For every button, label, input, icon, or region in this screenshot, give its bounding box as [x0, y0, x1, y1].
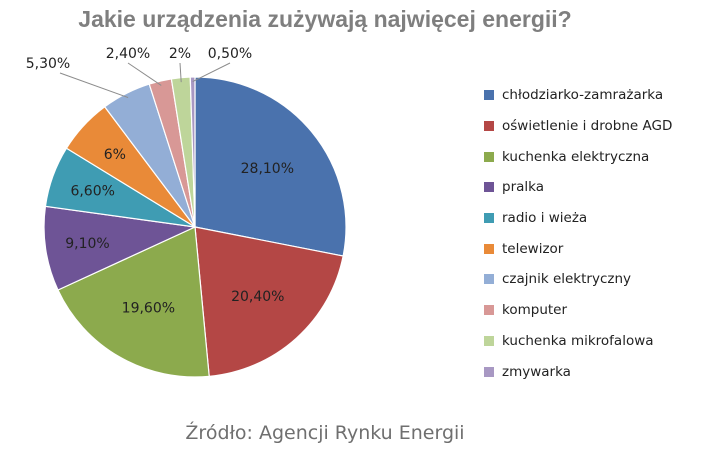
leader-line-9	[179, 62, 182, 83]
legend-label: kuchenka elektryczna	[502, 148, 650, 165]
data-label-9: 2%	[169, 46, 191, 62]
legend-item-5: radio i wieża	[484, 203, 672, 234]
data-label-5: 6,60%	[70, 183, 114, 199]
legend-label: komputer	[502, 302, 568, 319]
pie-slice-3	[57, 226, 210, 378]
legend-swatch	[484, 243, 494, 254]
legend-swatch	[484, 151, 494, 162]
pie-slice-4	[43, 205, 198, 291]
legend-item-9: kuchenka mikrofalowa	[484, 326, 672, 357]
legend-swatch	[484, 213, 494, 224]
data-label-3: 19,60%	[122, 301, 175, 317]
legend-label: czajnik elektryczny	[502, 271, 632, 288]
legend-label: telewizor	[502, 240, 564, 257]
pie-slice-10	[189, 76, 196, 228]
legend-item-3: kuchenka elektryczna	[484, 141, 672, 172]
leader-line-8	[127, 62, 162, 86]
data-label-10: 0,50%	[208, 46, 252, 62]
leader-lines	[59, 62, 231, 99]
data-label-4: 9,10%	[65, 236, 109, 252]
legend-swatch	[484, 121, 494, 132]
chart-title: Jakie urządzenia zużywają najwięcej ener…	[78, 6, 572, 32]
legend-swatch	[484, 335, 494, 346]
legend-swatch	[484, 274, 494, 285]
legend-item-2: oświetlenie i drobne AGD	[484, 111, 672, 142]
pie-slices	[43, 76, 347, 378]
legend-item-6: telewizor	[484, 233, 672, 264]
data-label-7: 5,30%	[26, 56, 70, 72]
leader-line-10	[192, 62, 231, 82]
data-label-6: 6%	[104, 147, 126, 163]
legend-label: zmywarka	[502, 363, 571, 380]
legend-item-10: zmywarka	[484, 356, 672, 387]
legend-swatch	[484, 90, 494, 101]
legend-label: radio i wieża	[502, 210, 588, 227]
pie-slice-1	[194, 76, 347, 257]
legend: chłodziarko-zamrażarka oświetlenie i drob…	[484, 80, 672, 387]
legend-label: chłodziarko-zamrażarka	[502, 87, 664, 104]
legend-item-1: chłodziarko-zamrażarka	[484, 80, 672, 111]
legend-item-8: komputer	[484, 295, 672, 326]
legend-swatch	[484, 182, 494, 193]
data-label-1: 28,10%	[241, 161, 294, 177]
data-label-8: 2,40%	[106, 46, 150, 62]
pie-slice-2	[194, 226, 344, 377]
data-labels: 28,10% 20,40% 19,60% 9,10% 6,60% 6% 5,30% 2,40%…	[26, 46, 294, 317]
legend-label: pralka	[502, 179, 544, 196]
leader-line-7	[59, 72, 129, 99]
legend-label: kuchenka mikrofalowa	[502, 332, 654, 349]
data-label-2: 20,40%	[231, 289, 284, 305]
source-note: Źródło: Agencji Rynku Energii	[185, 422, 465, 444]
legend-item-7: czajnik elektryczny	[484, 264, 672, 295]
legend-swatch	[484, 305, 494, 316]
legend-swatch	[484, 366, 494, 377]
legend-item-4: pralka	[484, 172, 672, 203]
legend-label: oświetlenie i drobne AGD	[502, 118, 673, 135]
